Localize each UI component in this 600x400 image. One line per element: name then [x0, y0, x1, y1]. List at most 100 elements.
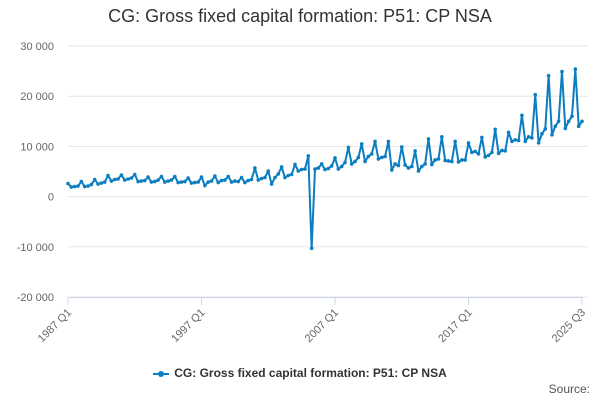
data-point — [229, 180, 234, 184]
data-point — [376, 157, 381, 161]
data-point — [363, 159, 367, 164]
data-point — [369, 152, 374, 156]
data-point — [480, 135, 484, 140]
data-point — [436, 157, 441, 161]
data-point — [533, 92, 538, 97]
data-point — [266, 169, 271, 173]
data-point — [169, 178, 174, 182]
data-point — [416, 169, 421, 173]
data-point — [259, 176, 264, 181]
data-point — [333, 156, 337, 160]
data-point — [396, 163, 401, 168]
data-point — [72, 184, 77, 189]
data-point — [279, 165, 284, 169]
source-label: Source: — [548, 382, 590, 396]
data-point — [490, 150, 494, 155]
data-point — [560, 69, 564, 74]
data-point — [383, 154, 387, 159]
x-tick-label: 2025 Q3 — [550, 307, 588, 345]
data-point — [203, 183, 207, 188]
data-point — [246, 178, 251, 183]
data-point — [86, 184, 90, 188]
chart-title: CG: Gross fixed capital formation: P51: … — [108, 6, 492, 26]
data-point — [576, 124, 581, 129]
data-point — [122, 178, 127, 182]
legend[interactable]: CG: Gross fixed capital formation: P51: … — [0, 366, 600, 380]
data-point — [176, 180, 180, 185]
data-point — [379, 155, 384, 160]
data-point — [139, 179, 144, 183]
data-point — [196, 180, 200, 184]
y-tick-label: -10 000 — [17, 242, 54, 254]
data-point — [249, 177, 254, 182]
data-point — [299, 167, 304, 172]
data-point — [419, 164, 424, 169]
data-point — [473, 149, 477, 154]
data-point — [580, 119, 584, 124]
data-point — [253, 166, 257, 170]
data-point — [389, 168, 394, 172]
data-point — [66, 181, 70, 186]
data-point — [216, 180, 220, 185]
data-point — [493, 127, 498, 132]
data-point — [119, 173, 124, 177]
x-tick-label: 2007 Q1 — [303, 307, 341, 345]
data-point — [166, 179, 170, 183]
data-point — [543, 127, 548, 131]
data-point — [546, 73, 551, 78]
data-point — [406, 166, 411, 170]
data-point — [223, 178, 227, 182]
data-point — [329, 164, 334, 168]
data-point — [510, 139, 514, 144]
data-point — [193, 180, 197, 185]
data-point — [456, 160, 461, 164]
data-point — [96, 182, 100, 186]
data-point — [296, 169, 301, 173]
data-point — [506, 130, 511, 135]
data-point — [556, 119, 561, 124]
data-point — [263, 175, 267, 180]
data-point — [243, 180, 247, 185]
data-point — [152, 179, 157, 184]
data-point — [353, 159, 357, 164]
data-point — [276, 172, 281, 176]
data-point — [573, 67, 578, 71]
data-point — [136, 179, 140, 184]
data-point — [399, 145, 404, 149]
data-point — [500, 148, 504, 153]
data-point — [236, 179, 241, 184]
data-point — [159, 174, 164, 179]
data-point — [413, 149, 417, 153]
data-point — [460, 158, 464, 162]
data-point — [563, 126, 568, 131]
data-point — [306, 154, 311, 158]
data-point — [76, 184, 80, 188]
data-point — [273, 175, 277, 180]
data-point — [366, 154, 371, 159]
data-point — [349, 162, 354, 166]
data-point — [476, 152, 481, 156]
data-point — [106, 173, 110, 178]
data-point — [116, 177, 120, 181]
data-point — [226, 174, 231, 179]
data-point — [269, 182, 274, 186]
data-point — [239, 175, 244, 180]
data-point — [409, 164, 414, 169]
data-point — [286, 173, 291, 178]
data-point — [540, 132, 544, 136]
data-point — [343, 160, 347, 165]
data-point — [470, 150, 474, 155]
data-point — [553, 124, 558, 129]
data-point — [173, 174, 177, 179]
data-point — [536, 141, 541, 145]
data-point — [423, 162, 427, 166]
data-point — [496, 151, 501, 156]
data-point — [440, 135, 444, 139]
data-point — [520, 113, 524, 118]
data-point — [570, 114, 574, 119]
data-point — [403, 163, 407, 167]
data-point — [466, 141, 471, 145]
data-point — [433, 158, 437, 162]
data-point — [450, 159, 454, 164]
data-point — [386, 139, 391, 144]
